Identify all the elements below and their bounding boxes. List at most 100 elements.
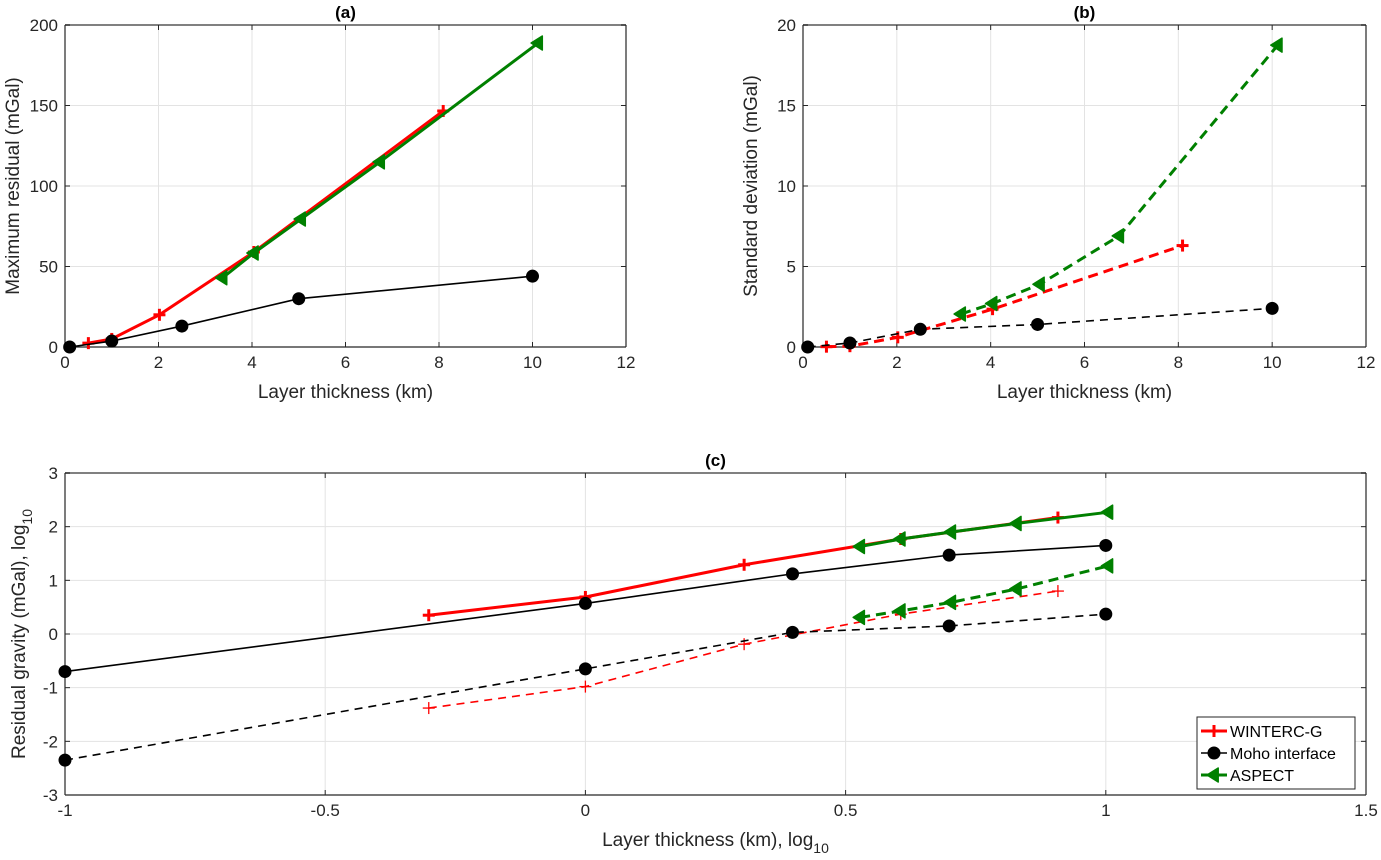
- legend-label: WINTERC-G: [1230, 724, 1322, 741]
- data-point: [1270, 37, 1283, 53]
- x-tick-label: 4: [986, 353, 995, 372]
- data-point: [292, 292, 306, 306]
- data-point: [786, 625, 800, 639]
- y-axis-label: Standard deviation (mGal): [741, 75, 762, 297]
- x-tick-label: 12: [617, 353, 636, 372]
- x-tick-label: 6: [1080, 353, 1089, 372]
- data-point: [1009, 581, 1022, 597]
- data-point: [153, 308, 166, 321]
- x-tick-label: 2: [892, 353, 901, 372]
- series-aspect: [214, 35, 544, 286]
- series-aspect-std-: [852, 558, 1114, 626]
- y-tick-label: 20: [777, 16, 796, 35]
- y-tick-label: 150: [30, 97, 58, 116]
- y-axis-label: Residual gravity (mGal), log10: [9, 509, 35, 759]
- data-point: [578, 596, 592, 610]
- data-point: [943, 594, 957, 611]
- legend-label: Moho interface: [1230, 746, 1336, 763]
- x-axis-label: Layer thickness (km): [997, 382, 1172, 403]
- y-axis-label: Maximum residual (mGal): [3, 77, 24, 294]
- data-point: [942, 548, 956, 562]
- data-point: [422, 702, 435, 715]
- series-moho-interface-std-: [58, 607, 1113, 767]
- data-point: [820, 340, 833, 353]
- series-moho-interface-max-: [58, 538, 1113, 679]
- data-point: [1265, 301, 1279, 315]
- data-point: [1111, 228, 1125, 244]
- data-point: [63, 340, 77, 354]
- plus-icon: [1208, 725, 1220, 737]
- data-point: [852, 609, 866, 626]
- data-point: [1031, 317, 1045, 331]
- data-point: [1099, 538, 1113, 552]
- data-point: [175, 319, 189, 333]
- chart-title: (c): [705, 451, 726, 470]
- x-tick-label: 8: [1174, 353, 1183, 372]
- legend-item: ASPECT: [1201, 767, 1294, 785]
- x-tick-label: 8: [434, 353, 443, 372]
- data-point: [579, 680, 592, 693]
- x-tick-label: 0: [798, 353, 807, 372]
- legend-item: Moho interface: [1201, 746, 1336, 763]
- y-tick-label: 15: [777, 97, 796, 116]
- x-tick-label: 1.5: [1354, 801, 1378, 820]
- data-point: [1100, 504, 1114, 520]
- legend-label: ASPECT: [1230, 768, 1294, 785]
- circle-icon: [1207, 746, 1221, 760]
- x-tick-label: 6: [341, 353, 350, 372]
- data-point: [58, 753, 72, 767]
- x-tick-label: -1: [57, 801, 72, 820]
- data-point: [105, 334, 119, 348]
- legend-item: WINTERC-G: [1201, 724, 1322, 741]
- data-point: [58, 665, 72, 679]
- x-tick-label: -0.5: [311, 801, 340, 820]
- data-point: [214, 270, 228, 286]
- x-tick-label: 4: [247, 353, 256, 372]
- y-tick-label: -3: [43, 786, 58, 805]
- chart-title: (b): [1074, 3, 1096, 22]
- y-tick-label: 1: [49, 571, 58, 590]
- data-point: [786, 567, 800, 581]
- y-tick-label: -1: [43, 679, 58, 698]
- data-point: [526, 269, 539, 283]
- data-point: [984, 295, 998, 312]
- y-tick-label: 0: [787, 338, 796, 357]
- y-tick-label: -2: [43, 732, 58, 751]
- data-point: [246, 245, 259, 261]
- data-point: [1009, 515, 1022, 532]
- data-point: [1099, 607, 1113, 621]
- x-tick-label: 0: [60, 353, 69, 372]
- y-tick-label: 0: [49, 338, 58, 357]
- series-line: [64, 613, 1106, 761]
- x-axis-label: Layer thickness (km): [258, 382, 433, 403]
- x-tick-label: 0: [581, 801, 590, 820]
- series-aspect: [953, 37, 1283, 322]
- x-tick-label: 0.5: [834, 801, 858, 820]
- chart-c: -1 -0.5 0 0.5 1 1.5 -3 -2 -1 0 1 2 3 (c) Layer thickne…: [9, 451, 1378, 856]
- data-point: [422, 609, 435, 622]
- y-tick-label: 3: [49, 464, 58, 483]
- x-tick-label: 1: [1101, 801, 1110, 820]
- data-point: [738, 558, 751, 571]
- triangle-left-icon: [1206, 767, 1219, 783]
- y-tick-label: 2: [49, 518, 58, 537]
- data-point: [372, 154, 386, 170]
- data-point: [1100, 558, 1114, 574]
- y-tick-label: 100: [30, 177, 58, 196]
- y-tick-label: 50: [39, 258, 58, 277]
- data-point: [1051, 585, 1064, 598]
- x-tick-label: 10: [523, 353, 542, 372]
- data-point: [1176, 239, 1189, 252]
- x-tick-label: 2: [154, 353, 163, 372]
- data-point: [1032, 276, 1045, 292]
- data-point: [801, 340, 815, 354]
- data-point: [942, 619, 956, 633]
- y-tick-label: 5: [787, 258, 796, 277]
- y-tick-label: 0: [49, 625, 58, 644]
- data-point: [893, 531, 906, 547]
- data-point: [293, 211, 307, 227]
- data-point: [530, 35, 544, 51]
- series-moho-interface: [801, 301, 1279, 354]
- data-point: [843, 336, 857, 350]
